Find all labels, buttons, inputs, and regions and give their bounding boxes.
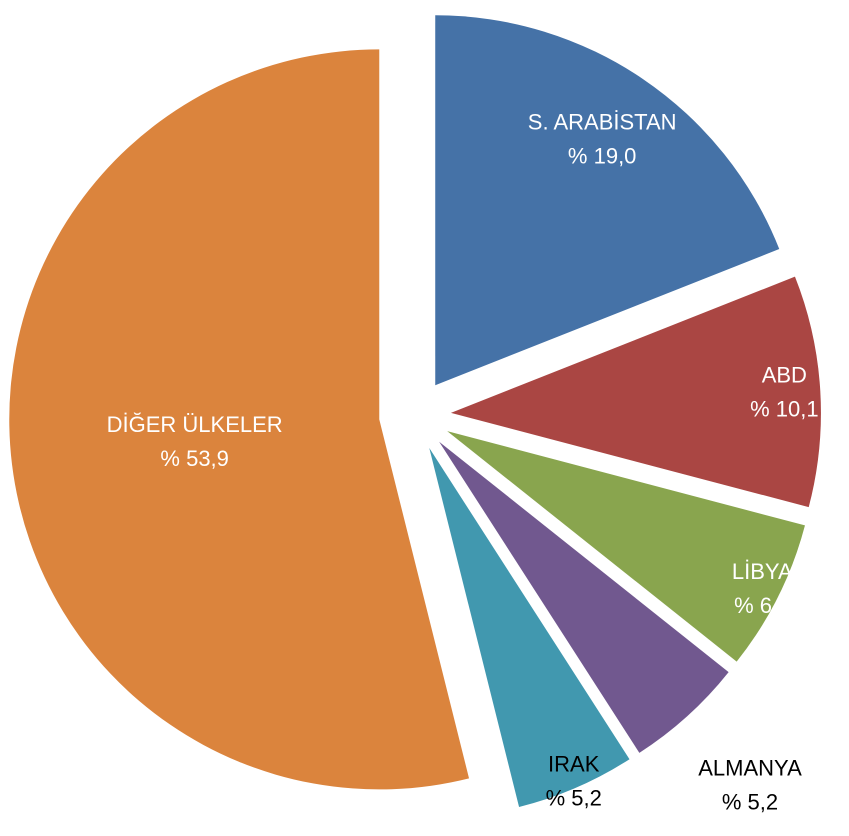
slice-label: LİBYA [732,559,793,584]
slice-label: IRAK [548,752,600,777]
slice-value-label: % 5,2 [722,789,778,814]
pie-slice [439,441,729,753]
slice-value-label: % 10,1 [750,397,819,422]
slice-label: ALMANYA [698,755,802,780]
pie-slice [429,448,630,807]
slice-value-label: % 6,6 [734,593,790,618]
slice-label: S. ARABİSTAN [528,109,677,134]
pie-slice [450,276,821,508]
pie-slice [435,15,780,386]
pie-slice [447,431,805,662]
slice-label: ABD [762,363,807,388]
pie-slice [9,49,470,790]
slice-label: DİĞER ÜLKELER [107,412,283,437]
slice-value-label: % 5,2 [546,786,602,811]
slice-value-label: % 19,0 [568,143,637,168]
slice-value-label: % 53,9 [160,446,229,471]
